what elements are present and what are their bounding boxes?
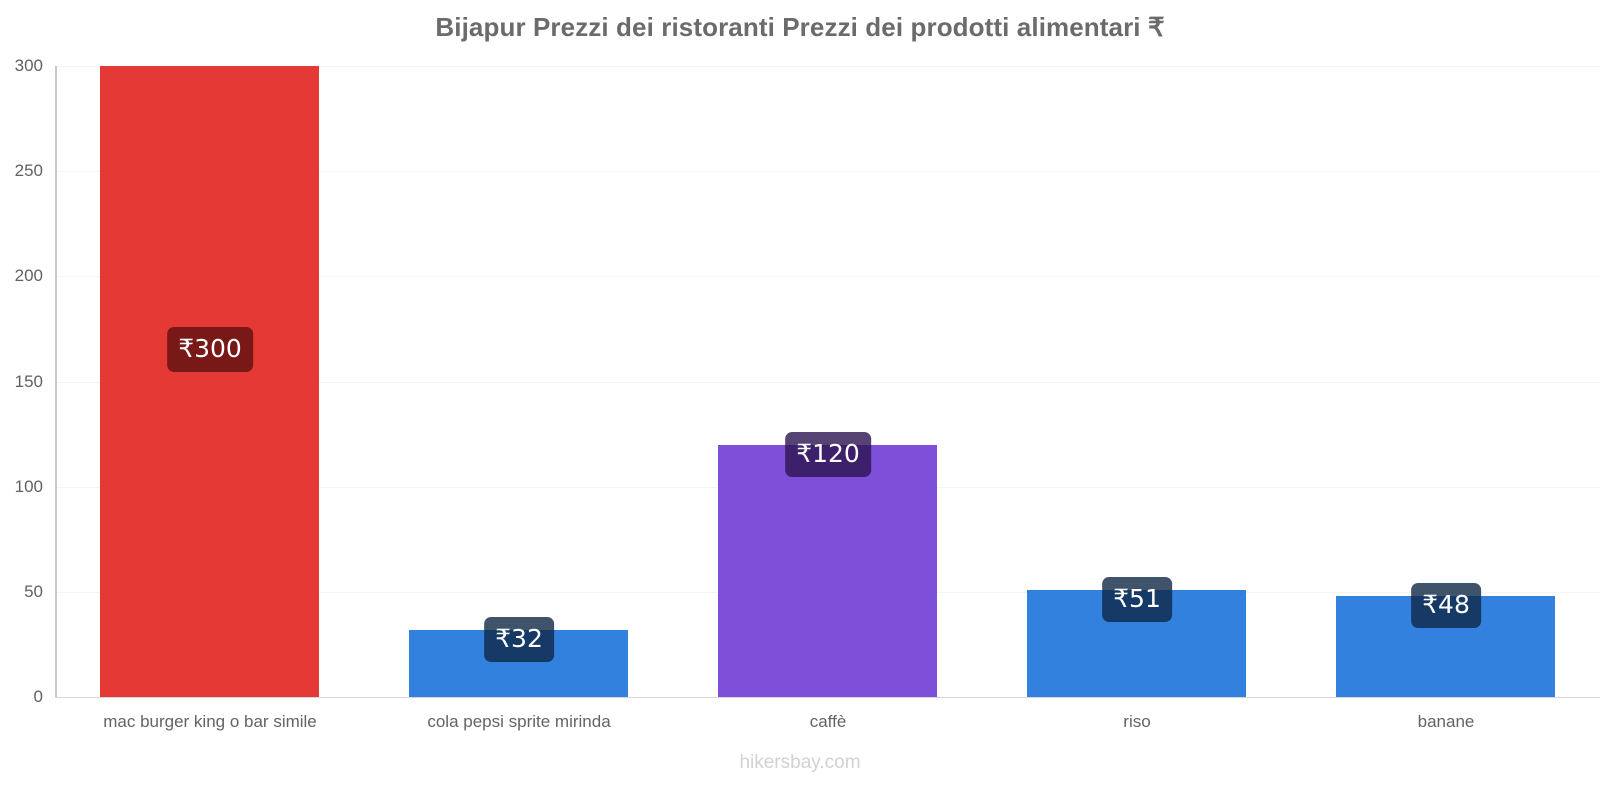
bar-value-label: ₹32 <box>484 617 554 662</box>
gridline-250 <box>55 171 1600 172</box>
y-tick-label: 100 <box>14 477 43 496</box>
y-tick-label: 50 <box>24 582 43 601</box>
gridline-300 <box>55 66 1600 67</box>
x-tick-label: mac burger king o bar simile <box>103 712 317 731</box>
bar-value-label: ₹51 <box>1102 577 1172 622</box>
bar[interactable] <box>100 66 319 697</box>
bar[interactable] <box>718 445 937 697</box>
y-tick-label: 0 <box>33 687 43 706</box>
y-tick-label: 200 <box>14 266 43 285</box>
y-tick-label: 250 <box>14 161 43 180</box>
bar-value-label: ₹300 <box>167 327 253 372</box>
gridline-200 <box>55 276 1600 277</box>
x-tick-label: banane <box>1417 712 1475 731</box>
y-tick-label: 300 <box>14 56 43 75</box>
chart-title: Bijapur Prezzi dei ristoranti Prezzi dei… <box>435 12 1165 42</box>
footer-credit: hikersbay.com <box>739 752 861 773</box>
gridline-0 <box>55 697 1600 698</box>
bar-value-label: ₹48 <box>1411 583 1481 628</box>
y-tick-label: 150 <box>14 372 43 391</box>
gridline-150 <box>55 382 1600 383</box>
x-tick-label: riso <box>1123 712 1151 731</box>
x-tick-label: caffè <box>809 712 847 731</box>
bars-container <box>55 66 1600 697</box>
bar-value-label: ₹120 <box>785 432 871 477</box>
y-axis-line <box>55 66 57 697</box>
x-tick-label: cola pepsi sprite mirinda <box>427 712 611 731</box>
